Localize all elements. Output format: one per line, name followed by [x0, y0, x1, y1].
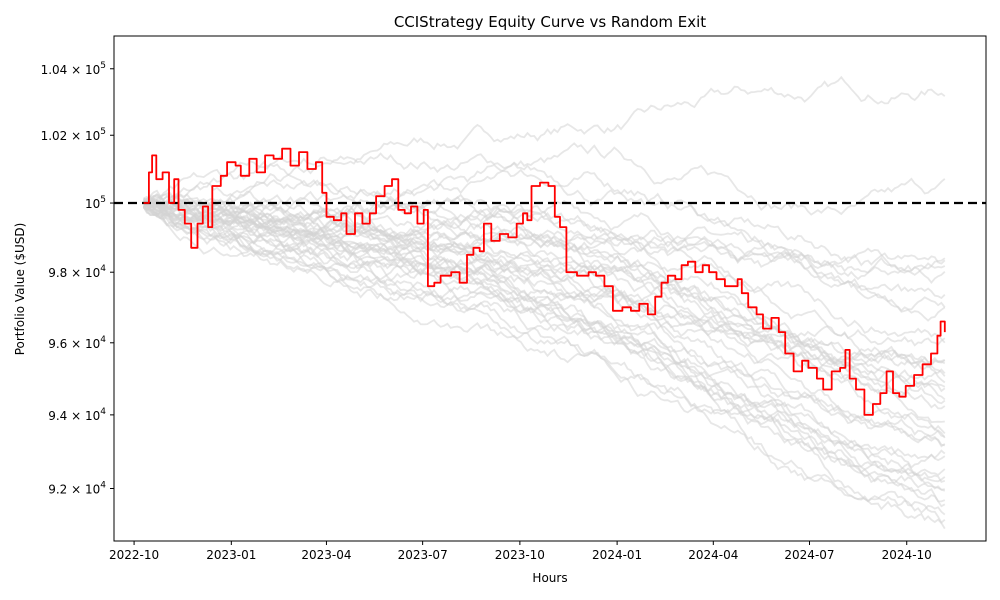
random-exit-line	[143, 192, 946, 347]
random-exit-line	[142, 206, 946, 516]
y-tick-label: 1.04 × 105	[41, 61, 106, 77]
random-exit-line	[143, 201, 946, 444]
random-exit-line	[142, 206, 946, 530]
x-tick-label: 2023-07	[398, 548, 448, 562]
y-tick-label: 9.6 × 104	[48, 335, 106, 351]
x-tick-label: 2024-04	[688, 548, 738, 562]
random-exit-line	[142, 193, 946, 405]
random-exit-line	[143, 197, 946, 524]
random-exit-line	[143, 190, 946, 312]
x-axis-ticks: 2022-10 2023-01 2023-04 2023-07 2023-10 2024-…	[109, 541, 932, 562]
x-tick-label: 2022-10	[109, 548, 159, 562]
random-exit-line	[143, 203, 946, 370]
random-exit-line	[143, 195, 946, 508]
random-exit-line	[142, 75, 946, 209]
y-tick-label: 9.8 × 104	[48, 264, 106, 280]
y-tick-label: 9.4 × 104	[48, 407, 106, 423]
x-tick-label: 2023-01	[206, 548, 256, 562]
random-exit-line	[142, 198, 946, 469]
random-exit-line	[143, 142, 946, 225]
random-exit-line	[143, 195, 946, 448]
x-tick-label: 2024-07	[784, 548, 834, 562]
x-tick-label: 2023-10	[495, 548, 545, 562]
x-axis-label: Hours	[532, 571, 567, 585]
plot-frame	[113, 35, 987, 542]
x-tick-label: 2024-01	[592, 548, 642, 562]
random-exit-line	[143, 162, 946, 281]
random-exit-line	[143, 202, 946, 483]
y-axis-ticks: 9.2 × 104 9.4 × 104 9.6 × 104 9.8 × 104 105 1…	[41, 61, 114, 497]
random-exit-line	[142, 202, 946, 388]
y-axis-label: Portfolio Value ($USD)	[13, 223, 27, 356]
random-exit-line	[143, 195, 946, 492]
random-exit-line	[143, 196, 946, 462]
x-tick-label: 2024-10	[882, 548, 932, 562]
y-tick-label: 105	[85, 195, 106, 211]
x-tick-label: 2023-04	[301, 548, 351, 562]
chart-title: CCIStrategy Equity Curve vs Random Exit	[394, 13, 706, 31]
y-tick-label: 1.02 × 105	[41, 127, 106, 143]
strategy-equity-line	[143, 147, 946, 416]
random-exit-line	[142, 206, 946, 401]
y-tick-label: 9.2 × 104	[48, 481, 106, 497]
